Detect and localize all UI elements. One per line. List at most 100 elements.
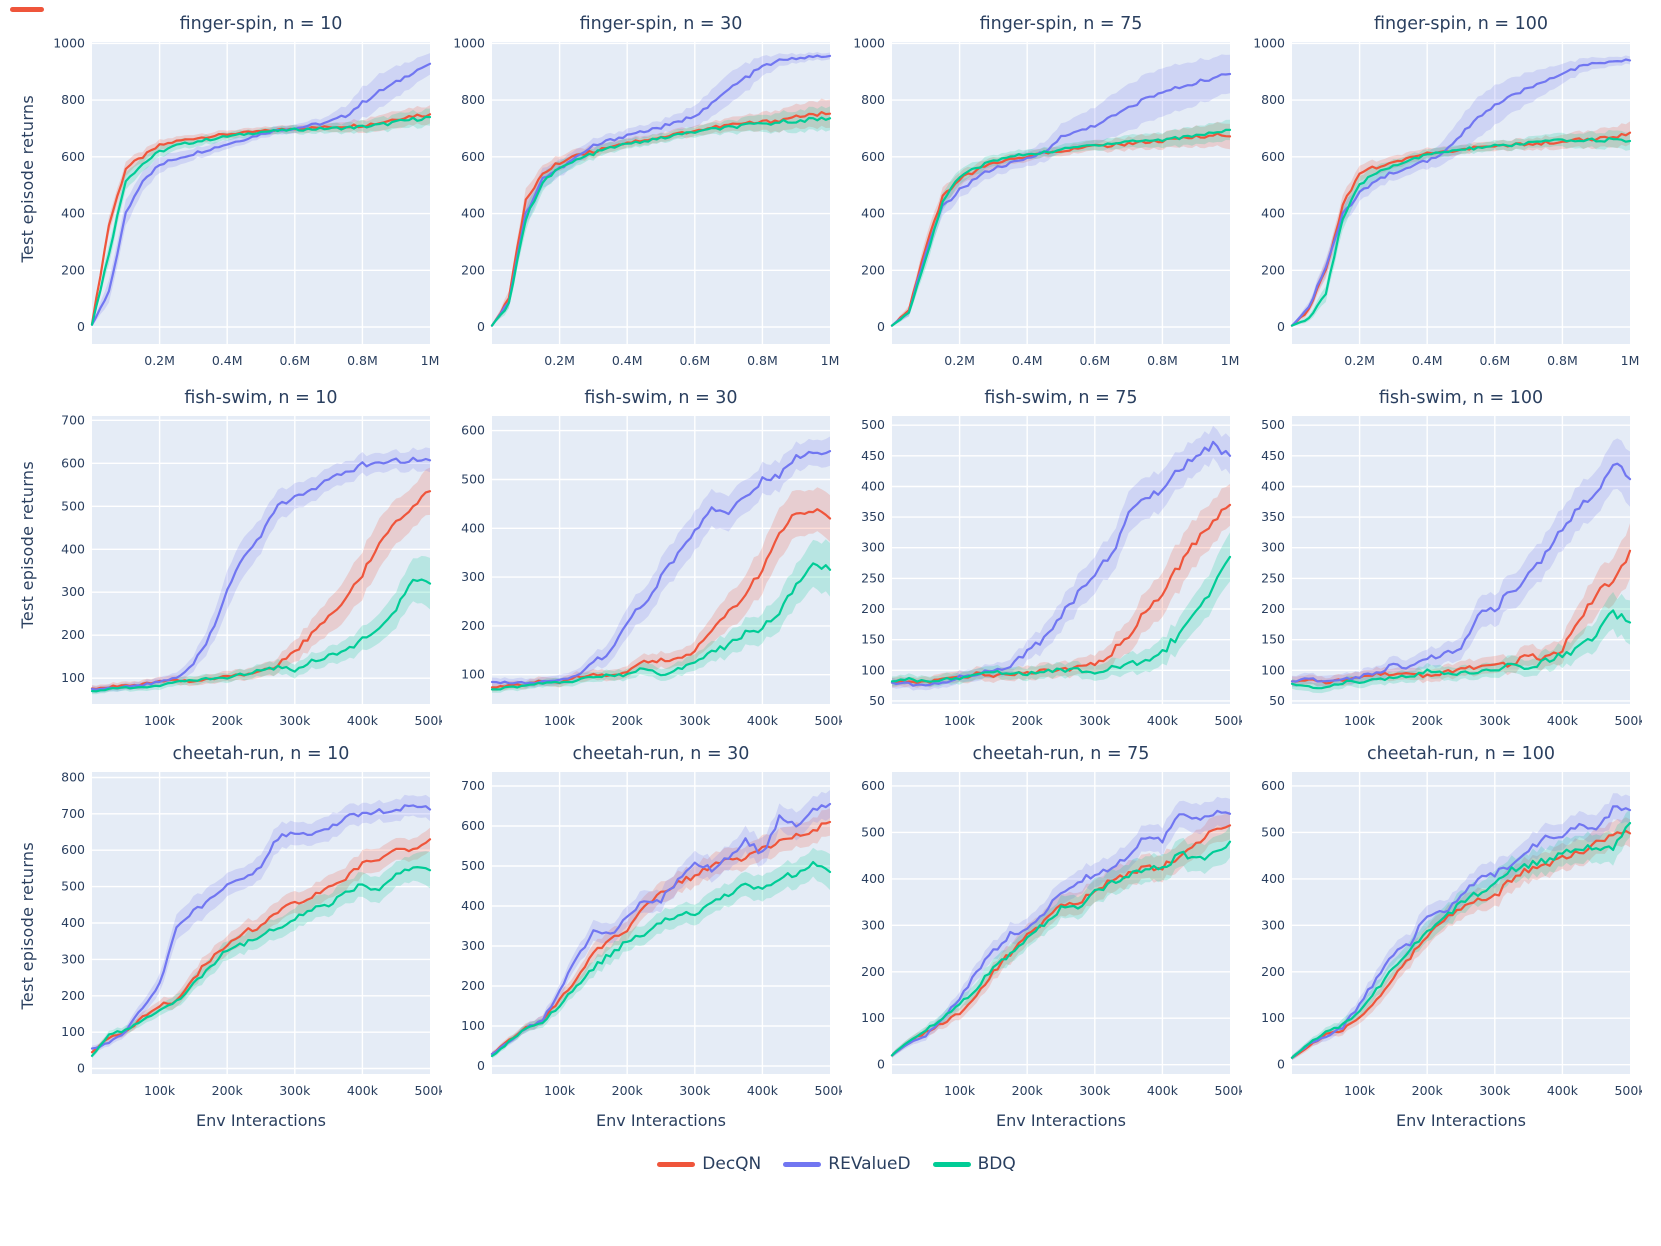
series-band-revalued: [892, 796, 1230, 1058]
x-tick-label: 200k: [1412, 713, 1444, 728]
subplot-fish-swim-n10: 100 200 300 400 500 600 700 100k 200k 300k 400k 500…: [42, 382, 446, 738]
y-tick-label: 800: [861, 92, 885, 107]
plot-background: [892, 416, 1230, 704]
legend-swatch-decqn: [657, 1161, 696, 1167]
legend-label-decqn: DecQN: [702, 1154, 762, 1174]
y-tick-label: 100: [1261, 1010, 1285, 1025]
series-line-revalued: [1290, 462, 1632, 683]
y-tick-label: 400: [61, 915, 85, 930]
subplot-fish-swim-n75: 50 100 150 200 250 300 350 400 450 500 100k 200k 300…: [842, 382, 1246, 738]
subplot-title: finger-spin, n = 75: [980, 14, 1143, 34]
y-tick-label: 100: [1261, 662, 1285, 677]
y-tick-label: 400: [461, 206, 485, 221]
y-tick-label: 400: [1261, 206, 1285, 221]
x-tick-label: 100k: [544, 713, 576, 728]
plot-background: [1292, 42, 1630, 344]
series-band-bdq: [92, 851, 430, 1059]
x-tick-label: 1M: [421, 353, 440, 368]
x-tick-label: 200k: [212, 713, 244, 728]
x-tick-label: 0.6M: [679, 353, 710, 368]
series-line-decqn: [90, 838, 432, 1054]
subplot-title: finger-spin, n = 30: [580, 14, 743, 34]
legend-item-decqn[interactable]: DecQN: [657, 1154, 761, 1174]
x-tick-label: 400k: [1547, 713, 1579, 728]
series-band-decqn: [92, 467, 430, 693]
x-tick-label: 1M: [1621, 353, 1640, 368]
y-tick-label: 200: [61, 627, 85, 642]
chart-row-fish-swim: Test episode returns 100 200 300 400 500 600 7…: [12, 382, 1661, 738]
legend-item-bdq[interactable]: BDQ: [932, 1154, 1016, 1174]
x-tick-label: 300k: [279, 713, 311, 728]
x-tick-label: 0.6M: [1079, 353, 1110, 368]
x-tick-label: 500k: [814, 1083, 842, 1098]
series-band-decqn: [1292, 523, 1630, 689]
series-band-bdq: [1292, 129, 1630, 327]
figure-root: Test episode returns 0 200 400 600 800 1000 0.…: [10, 6, 1661, 1174]
legend-swatch-bdq: [932, 1161, 971, 1167]
x-tick-label: 400k: [747, 713, 779, 728]
x-tick-label: 300k: [1079, 1083, 1111, 1098]
y-tick-label: 200: [861, 601, 885, 616]
y-tick-label: 600: [61, 149, 85, 164]
legend-item-revalued[interactable]: REValueD: [783, 1154, 911, 1174]
y-axis-label: Test episode returns: [17, 95, 37, 263]
y-tick-label: 500: [861, 417, 885, 432]
series-band-revalued: [492, 436, 830, 688]
x-tick-label: 400k: [1547, 1083, 1579, 1098]
series-band-bdq: [1292, 809, 1630, 1061]
x-axis-label: Env Interactions: [996, 1111, 1126, 1130]
subplot-finger-spin-n75: 0 200 400 600 800 1000 0.2M 0.4M 0.6M 0.8M 1M finge…: [842, 6, 1242, 382]
y-tick-label: 200: [1261, 262, 1285, 277]
plot-background: [492, 416, 830, 704]
subplot-title: fish-swim, n = 30: [584, 388, 737, 408]
y-tick-label: 350: [1261, 509, 1285, 524]
y-tick-label: 150: [861, 632, 885, 647]
series-line-revalued: [490, 450, 832, 685]
y-tick-label: 200: [861, 964, 885, 979]
series-line-revalued: [490, 54, 832, 327]
y-tick-label: 600: [61, 455, 85, 470]
subplot-title: cheetah-run, n = 100: [1367, 744, 1555, 764]
series-band-bdq: [492, 847, 830, 1059]
y-tick-label: 300: [1261, 540, 1285, 555]
chart-row-cheetah-run: Test episode returns 0 100 200 300 400 500 600…: [12, 738, 1661, 1144]
series-line-bdq: [1290, 822, 1632, 1059]
x-tick-label: 500k: [1614, 713, 1642, 728]
x-tick-label: 1M: [821, 353, 840, 368]
series-line-decqn: [490, 820, 832, 1056]
subplot-fish-swim-n30: 100 200 300 400 500 600 100k 200k 300k 400k 500k fi…: [442, 382, 846, 738]
series-band-decqn: [92, 827, 430, 1055]
series-band-decqn: [892, 484, 1230, 688]
series-line-revalued: [90, 804, 432, 1050]
x-tick-label: 400k: [347, 1083, 379, 1098]
y-tick-label: 300: [861, 540, 885, 555]
y-tick-label: 250: [1261, 570, 1285, 585]
y-tick-label: 500: [461, 472, 485, 487]
subplot-title: fish-swim, n = 100: [1379, 388, 1543, 408]
legend-swatch-revalued: [783, 1161, 822, 1167]
x-tick-label: 300k: [279, 1083, 311, 1098]
subplot-title: fish-swim, n = 75: [984, 388, 1137, 408]
series-line-bdq: [1290, 609, 1632, 690]
series-line-decqn: [890, 132, 1232, 327]
y-tick-label: 0: [477, 319, 485, 334]
x-tick-label: 1M: [1221, 353, 1240, 368]
y-tick-label: 600: [861, 778, 885, 793]
y-tick-label: 200: [461, 262, 485, 277]
y-tick-label: 600: [61, 842, 85, 857]
y-tick-label: 1000: [53, 35, 85, 50]
chart-canvas: 100 200 300 400 500 600 100k 200k 300k 400k 500k fi…: [461, 388, 846, 728]
y-tick-label: 1000: [453, 35, 485, 50]
chart-canvas: 0 200 400 600 800 1000 0.2M 0.4M 0.6M 0.8M 1M finge…: [853, 14, 1240, 368]
y-tick-label: 1000: [1253, 35, 1285, 50]
series-line-revalued: [1290, 805, 1632, 1059]
y-tick-label: 300: [1261, 917, 1285, 932]
y-tick-label: 200: [61, 988, 85, 1003]
y-tick-label: 600: [1261, 149, 1285, 164]
y-tick-label: 0: [1277, 1057, 1285, 1072]
y-tick-label: 200: [1261, 601, 1285, 616]
series-band-bdq: [492, 539, 830, 693]
x-tick-label: 400k: [1147, 1083, 1179, 1098]
x-tick-label: 500k: [1214, 713, 1242, 728]
y-tick-label: 0: [77, 319, 85, 334]
